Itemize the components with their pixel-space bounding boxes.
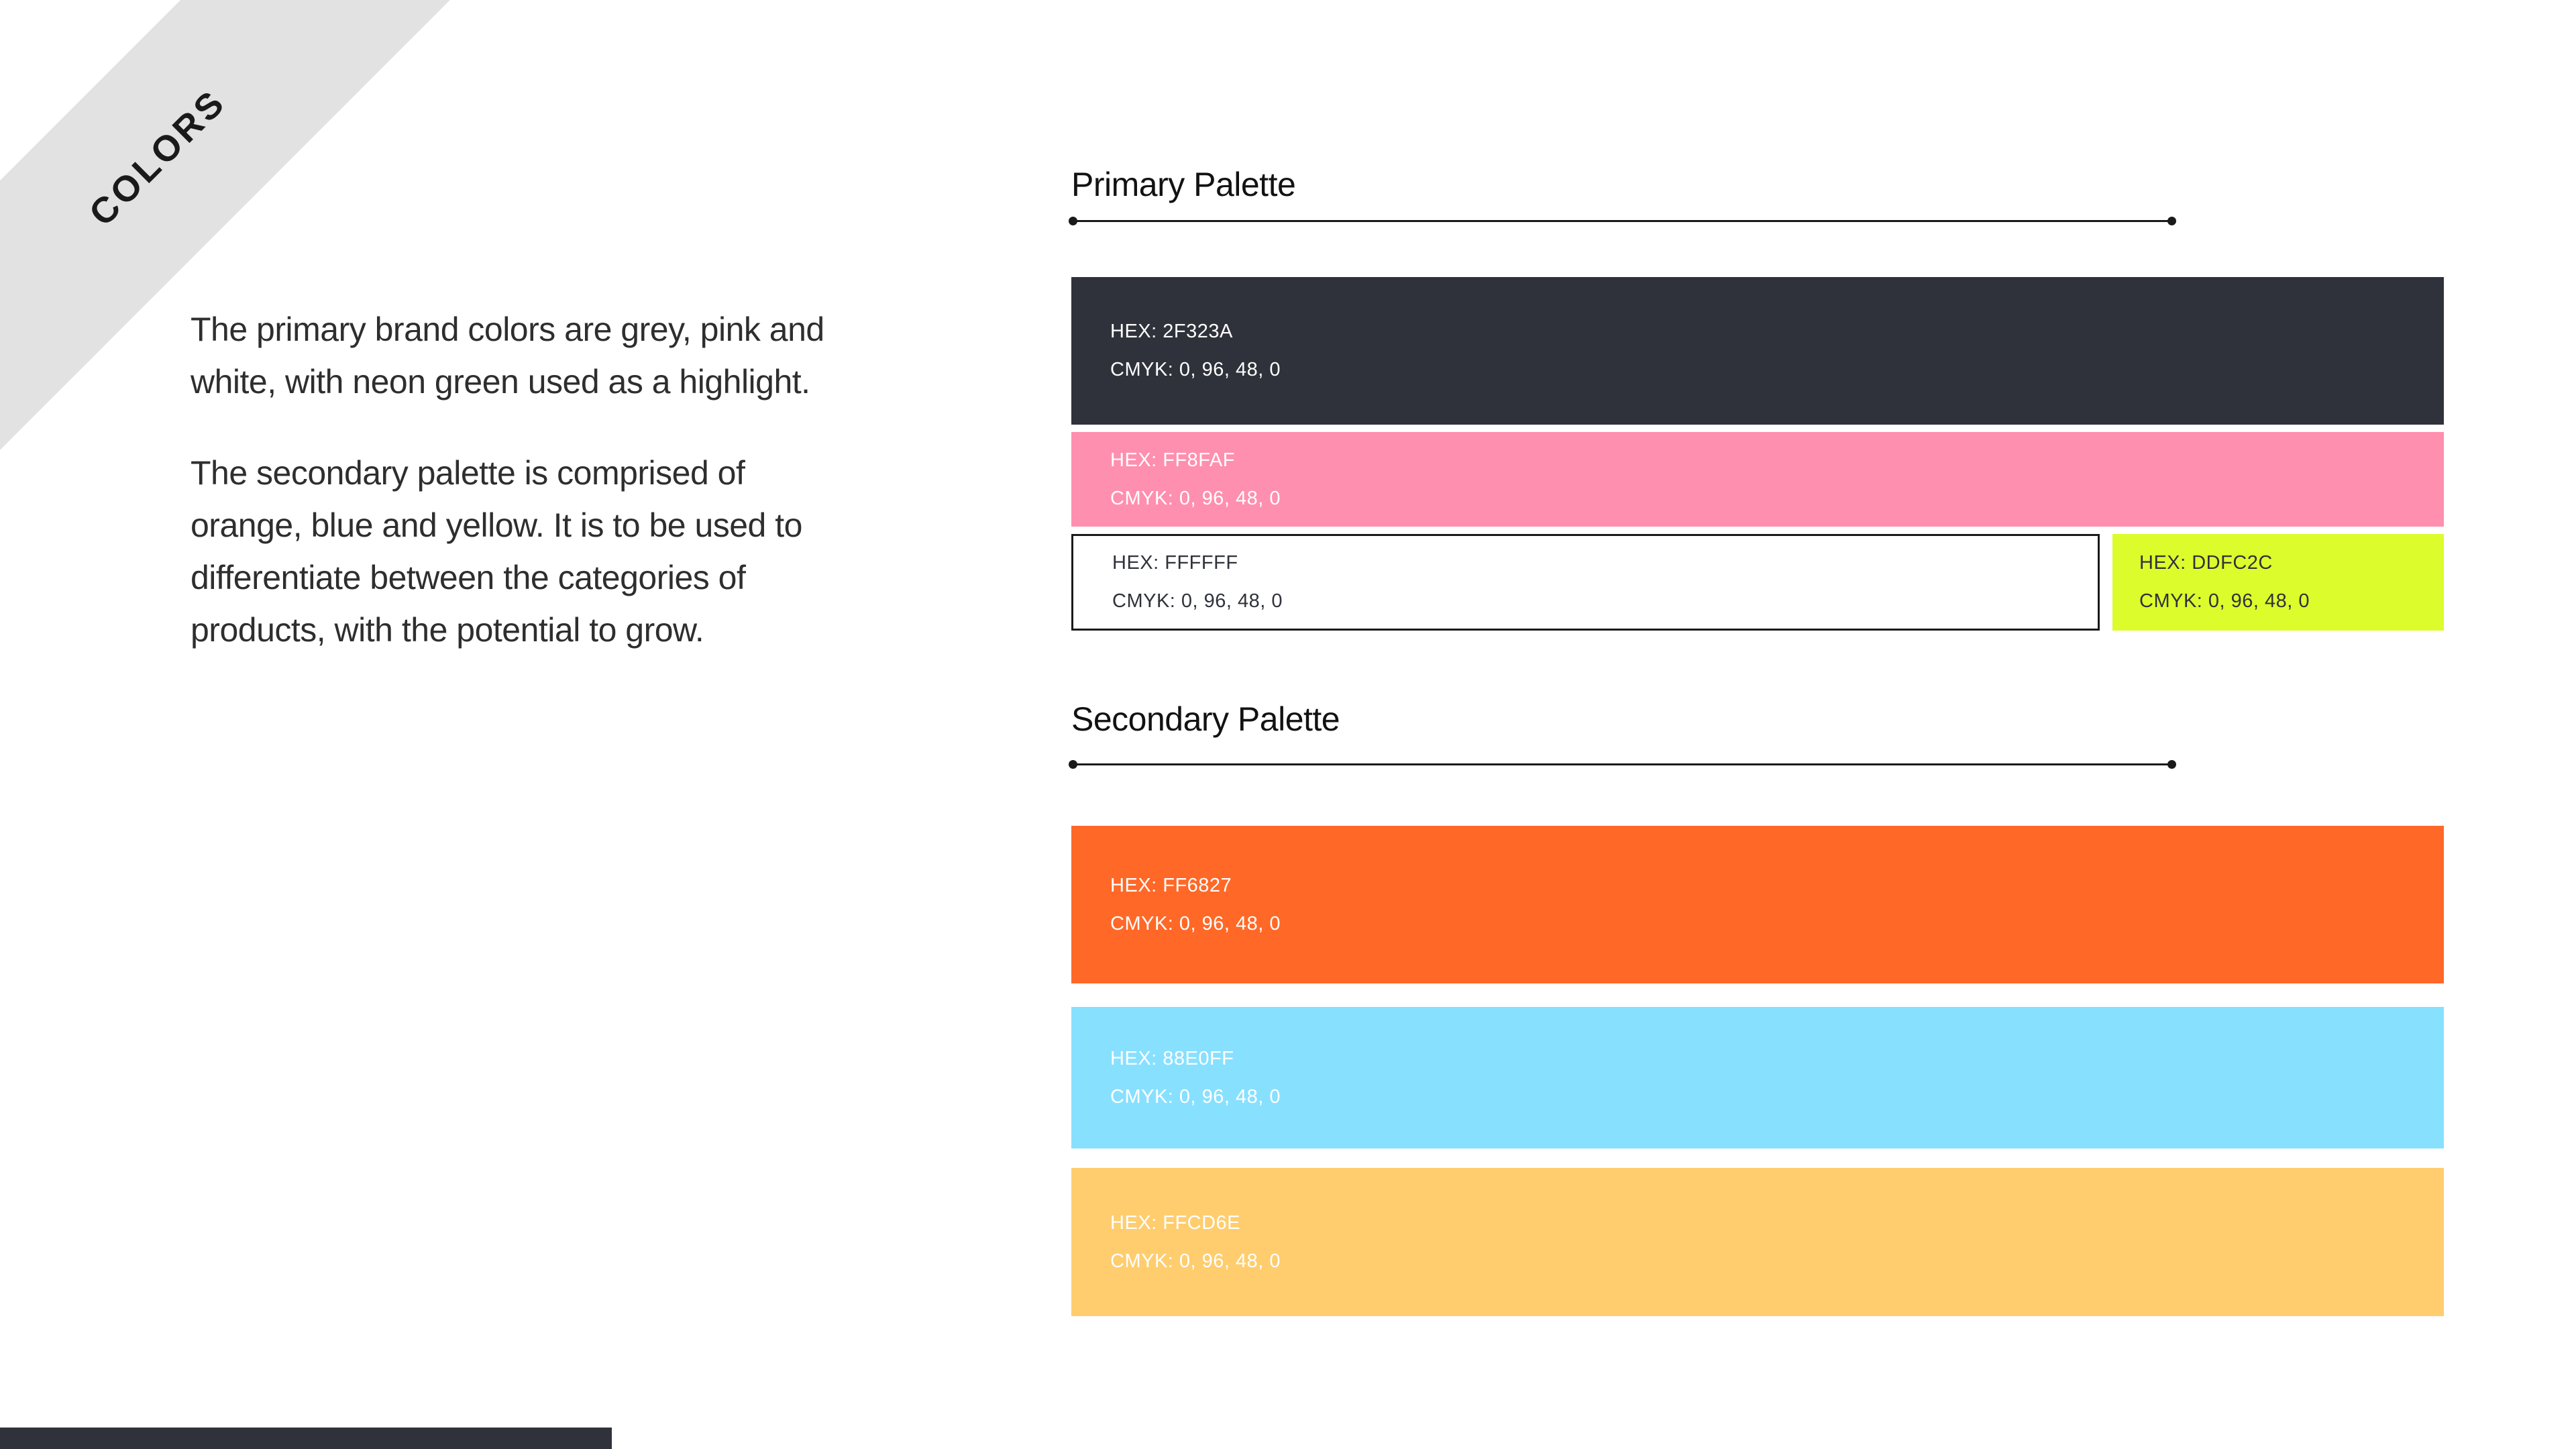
intro-line: products, with the potential to grow. (191, 611, 704, 649)
swatch-hex-label: HEX: FFCD6E (1110, 1212, 1241, 1234)
swatch-pink: HEX: FF8FAF CMYK: 0, 96, 48, 0 (1071, 432, 2444, 527)
ribbon-label: COLORS (81, 81, 234, 234)
swatch-cmyk-label: CMYK: 0, 96, 48, 0 (1110, 487, 1281, 509)
swatch-cmyk-label: CMYK: 0, 96, 48, 0 (1110, 1085, 1281, 1108)
swatch-hex-label: HEX: FF6827 (1110, 874, 1232, 896)
primary-palette-rule (1069, 216, 2176, 225)
swatch-white: HEX: FFFFFF CMYK: 0, 96, 48, 0 (1071, 534, 2100, 631)
intro-line: The secondary palette is comprised of (191, 454, 745, 492)
rule-endpoint-dot-icon (2167, 217, 2176, 225)
swatch-neon-green: HEX: DDFC2C CMYK: 0, 96, 48, 0 (2112, 534, 2444, 631)
secondary-palette-rule (1069, 759, 2176, 769)
swatch-hex-label: HEX: 88E0FF (1110, 1047, 1234, 1069)
swatch-orange: HEX: FF6827 CMYK: 0, 96, 48, 0 (1071, 826, 2444, 983)
intro-paragraph-secondary: The secondary palette is comprised of or… (191, 447, 824, 656)
swatch-hex-label: HEX: DDFC2C (2139, 552, 2273, 574)
swatch-hex-label: HEX: 2F323A (1110, 321, 1233, 342)
swatch-hex-label: HEX: FF8FAF (1110, 449, 1235, 471)
swatch-yellow: HEX: FFCD6E CMYK: 0, 96, 48, 0 (1071, 1168, 2444, 1316)
swatch-cmyk-label: CMYK: 0, 96, 48, 0 (1110, 912, 1281, 934)
rule-line (1071, 220, 2174, 222)
rule-line (1071, 763, 2174, 765)
intro-paragraph-primary: The primary brand colors are grey, pink … (191, 303, 824, 408)
primary-palette-title: Primary Palette (1071, 166, 1296, 203)
swatch-blue: HEX: 88E0FF CMYK: 0, 96, 48, 0 (1071, 1007, 2444, 1148)
swatch-hex-label: HEX: FFFFFF (1112, 552, 1238, 574)
swatch-cmyk-label: CMYK: 0, 96, 48, 0 (1110, 359, 1281, 380)
swatch-cmyk-label: CMYK: 0, 96, 48, 0 (1112, 590, 1283, 612)
intro-line: white, with neon green used as a highlig… (191, 363, 810, 400)
secondary-palette-title: Secondary Palette (1071, 700, 1340, 738)
intro-line: differentiate between the categories of (191, 559, 746, 596)
swatch-cmyk-label: CMYK: 0, 96, 48, 0 (2139, 590, 2310, 612)
intro-line: The primary brand colors are grey, pink … (191, 311, 824, 348)
swatch-cmyk-label: CMYK: 0, 96, 48, 0 (1110, 1250, 1281, 1272)
swatch-dark-grey: HEX: 2F323A CMYK: 0, 96, 48, 0 (1071, 277, 2444, 425)
rule-endpoint-dot-icon (2167, 760, 2176, 769)
intro-line: orange, blue and yellow. It is to be use… (191, 506, 802, 544)
footer-accent-bar (0, 1428, 612, 1449)
intro-text-block: The primary brand colors are grey, pink … (191, 303, 824, 695)
